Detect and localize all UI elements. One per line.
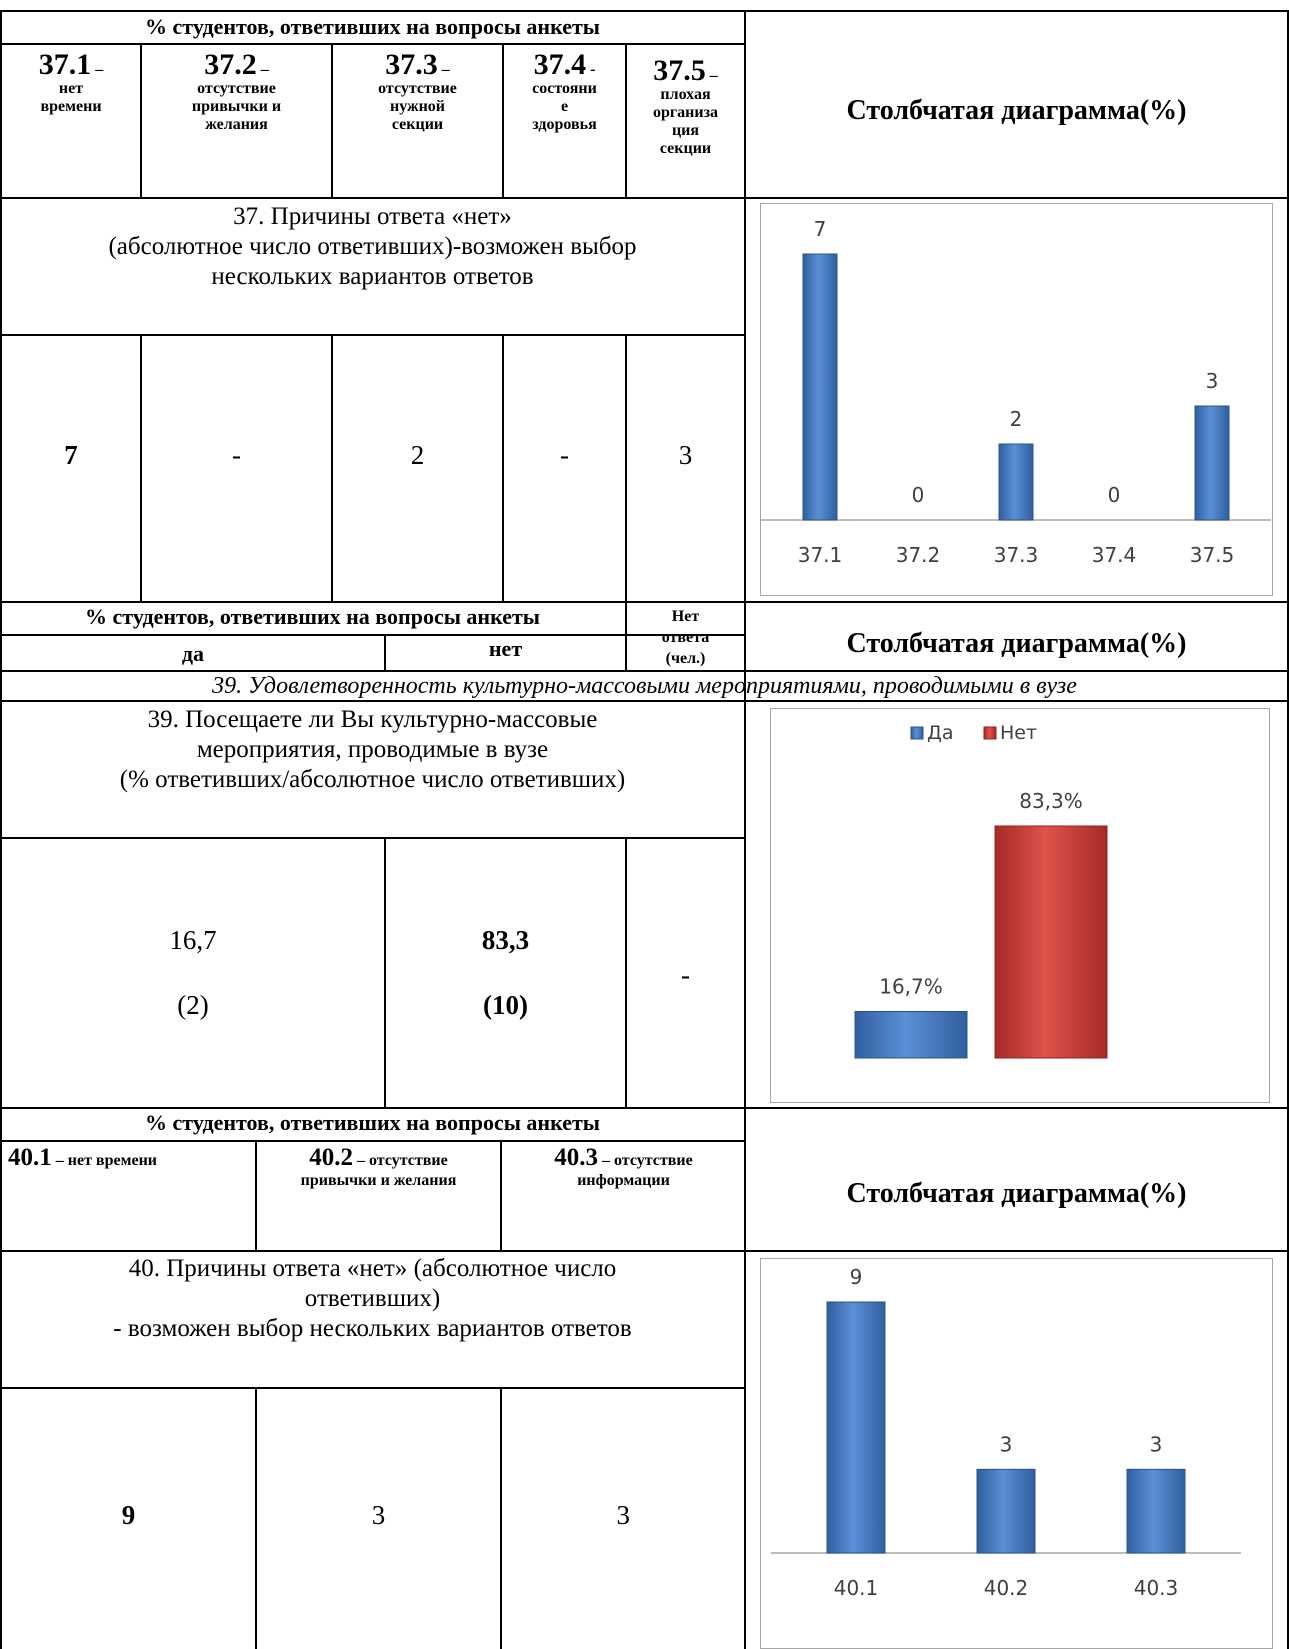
column-header-no: нет xyxy=(488,636,523,661)
survey-header: % студентов, ответивших на вопросы анкет… xyxy=(145,14,600,39)
value-37-3: 2 xyxy=(410,440,425,470)
category-tick-label: 37.2 xyxy=(896,543,941,567)
data-label: 0 xyxy=(912,483,925,507)
bar xyxy=(998,443,1034,521)
question-40: 40. Причины ответа «нет» (абсолютное чис… xyxy=(113,1255,632,1342)
bar xyxy=(1126,1468,1186,1554)
question-39: 39. Посещаете ли Вы культурно-массовые м… xyxy=(119,706,626,793)
column-header-40-2: 40.2 – отсутствие привычки и желания xyxy=(300,1144,457,1189)
column-header-37-1: 37.1 – нет времени xyxy=(38,48,104,116)
bar-chart-40: 9 40.1 3 40.2 3 40.3 xyxy=(760,1258,1273,1649)
value-40-1: 9 xyxy=(121,1500,136,1530)
column-header-37-2: 37.2 – отсутствие привычки и желания xyxy=(191,48,282,134)
category-tick-label: 37.5 xyxy=(1190,543,1235,567)
value-yes-pct: 16,7 xyxy=(169,925,217,955)
value-37-4: - xyxy=(560,440,569,470)
value-40-3: 3 xyxy=(616,1500,631,1530)
category-tick-label: 40.1 xyxy=(834,1576,879,1600)
category-tick-label: 37.1 xyxy=(798,543,843,567)
value-37-2: - xyxy=(232,440,241,470)
data-label: 16,7% xyxy=(879,974,943,998)
column-header-yes: да xyxy=(181,641,205,666)
data-label: 2 xyxy=(1010,407,1023,431)
value-no-pct: 83,3 xyxy=(481,925,530,955)
value-yes-abs: (2) xyxy=(177,990,209,1020)
legend-label: Да xyxy=(927,722,954,744)
bar-chart-37: 7 37.1 0 37.2 2 37.3 0 37.4 3 37.5 xyxy=(760,203,1273,596)
value-37-1: 7 xyxy=(64,440,78,470)
value-no-answer: - xyxy=(681,960,690,990)
value-37-5: 3 xyxy=(678,440,693,470)
question-37: 37. Причины ответа «нет» (абсолютное чис… xyxy=(108,203,637,290)
bar xyxy=(994,825,1108,1059)
bar xyxy=(826,1301,886,1554)
legend-swatch xyxy=(910,726,924,740)
column-header-37-3: 37.3 – отсутствие нужной секции xyxy=(378,48,457,134)
section-title-39: 39. Удовлетворенность культурно-массовым… xyxy=(212,673,1077,699)
bar xyxy=(1194,405,1230,521)
column-header-37-5: 37.5 – плохая организа ция секции xyxy=(652,54,719,158)
data-label: 7 xyxy=(814,217,827,241)
category-tick-label: 40.3 xyxy=(1134,1576,1179,1600)
data-label: 3 xyxy=(1206,369,1219,393)
chart-title: Столбчатая диаграмма(%) xyxy=(846,95,1187,126)
column-header-37-4: 37.4 - состояни е здоровья xyxy=(532,48,597,134)
chart-title: Столбчатая диаграмма(%) xyxy=(846,628,1187,659)
value-40-2: 3 xyxy=(371,1500,386,1530)
category-tick-label: 40.2 xyxy=(984,1576,1029,1600)
survey-header: % студентов, ответивших на вопросы анкет… xyxy=(85,604,540,629)
column-header-40-1: 40.1 – нет времени xyxy=(8,1144,158,1171)
data-label: 0 xyxy=(1108,483,1121,507)
category-tick-label: 37.3 xyxy=(994,543,1039,567)
column-header-40-3: 40.3 – отсутствие информации xyxy=(554,1144,693,1189)
data-label: 83,3% xyxy=(1019,789,1083,813)
data-label: 3 xyxy=(1000,1432,1013,1456)
bar xyxy=(854,1010,968,1059)
legend-label: Нет xyxy=(1000,722,1037,744)
value-no-abs: (10) xyxy=(483,990,528,1020)
data-label: 3 xyxy=(1150,1432,1163,1456)
legend-swatch xyxy=(983,726,997,740)
survey-header: % студентов, ответивших на вопросы анкет… xyxy=(145,1110,600,1135)
bar-chart-39: Да Нет 16,7% 83,3% xyxy=(770,708,1270,1103)
chart-title: Столбчатая диаграмма(%) xyxy=(846,1178,1187,1209)
column-header-no-answer: Нет ответа (чел.) xyxy=(661,608,710,667)
data-label: 9 xyxy=(850,1265,863,1289)
category-tick-label: 37.4 xyxy=(1092,543,1137,567)
bar xyxy=(976,1468,1036,1554)
bar xyxy=(802,253,838,521)
